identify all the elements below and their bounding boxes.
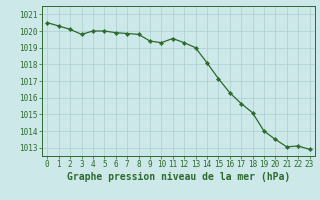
X-axis label: Graphe pression niveau de la mer (hPa): Graphe pression niveau de la mer (hPa) xyxy=(67,172,290,182)
